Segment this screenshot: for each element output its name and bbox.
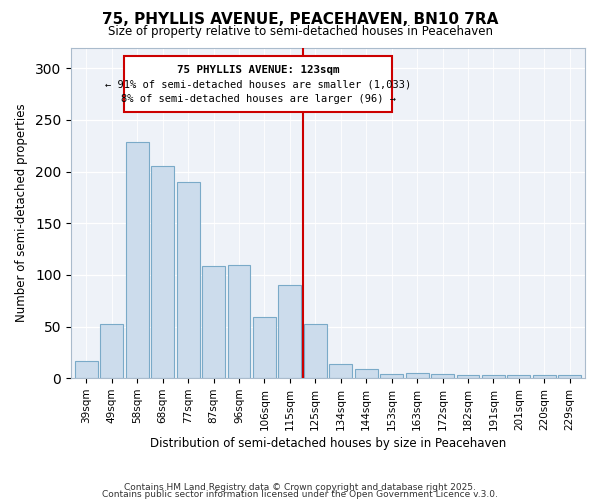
Text: 75 PHYLLIS AVENUE: 123sqm: 75 PHYLLIS AVENUE: 123sqm xyxy=(177,65,340,75)
Bar xyxy=(482,375,505,378)
Bar xyxy=(508,375,530,378)
Bar xyxy=(431,374,454,378)
Bar xyxy=(355,369,377,378)
Bar xyxy=(227,264,250,378)
Y-axis label: Number of semi-detached properties: Number of semi-detached properties xyxy=(15,104,28,322)
Bar xyxy=(126,142,149,378)
Bar xyxy=(278,285,301,378)
Text: 8% of semi-detached houses are larger (96) →: 8% of semi-detached houses are larger (9… xyxy=(121,94,395,104)
Text: Size of property relative to semi-detached houses in Peacehaven: Size of property relative to semi-detach… xyxy=(107,25,493,38)
Bar xyxy=(380,374,403,378)
FancyBboxPatch shape xyxy=(124,56,392,112)
Text: Contains public sector information licensed under the Open Government Licence v.: Contains public sector information licen… xyxy=(102,490,498,499)
Bar xyxy=(558,375,581,378)
X-axis label: Distribution of semi-detached houses by size in Peacehaven: Distribution of semi-detached houses by … xyxy=(150,437,506,450)
Bar xyxy=(75,360,98,378)
Bar xyxy=(457,375,479,378)
Bar xyxy=(304,324,327,378)
Bar xyxy=(100,324,123,378)
Text: ← 91% of semi-detached houses are smaller (1,033): ← 91% of semi-detached houses are smalle… xyxy=(105,80,411,90)
Bar xyxy=(151,166,174,378)
Text: 75, PHYLLIS AVENUE, PEACEHAVEN, BN10 7RA: 75, PHYLLIS AVENUE, PEACEHAVEN, BN10 7RA xyxy=(102,12,498,28)
Bar xyxy=(533,375,556,378)
Bar xyxy=(406,373,428,378)
Bar xyxy=(329,364,352,378)
Bar xyxy=(202,266,225,378)
Text: Contains HM Land Registry data © Crown copyright and database right 2025.: Contains HM Land Registry data © Crown c… xyxy=(124,484,476,492)
Bar xyxy=(253,317,276,378)
Bar xyxy=(176,182,200,378)
